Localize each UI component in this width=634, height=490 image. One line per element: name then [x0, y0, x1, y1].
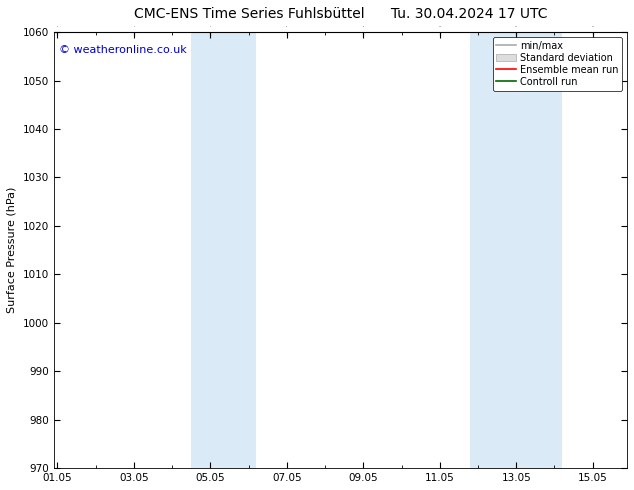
- Legend: min/max, Standard deviation, Ensemble mean run, Controll run: min/max, Standard deviation, Ensemble me…: [493, 37, 622, 91]
- Text: © weatheronline.co.uk: © weatheronline.co.uk: [60, 45, 187, 55]
- Bar: [470, 32, 562, 468]
- Y-axis label: Surface Pressure (hPa): Surface Pressure (hPa): [7, 187, 17, 313]
- Title: CMC-ENS Time Series Fuhlsbüttel      Tu. 30.04.2024 17 UTC: CMC-ENS Time Series Fuhlsbüttel Tu. 30.0…: [134, 7, 547, 21]
- Bar: [191, 32, 256, 468]
